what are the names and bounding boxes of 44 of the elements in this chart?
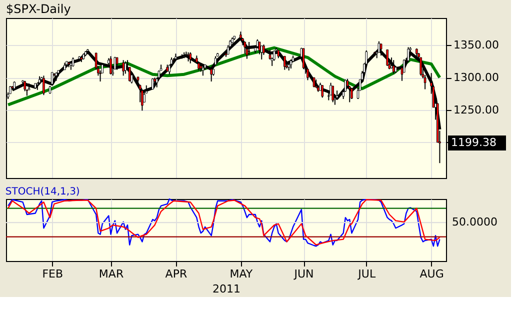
candlestick <box>380 43 382 56</box>
candlestick <box>42 75 45 96</box>
chart-title: $SPX-Daily <box>6 2 71 16</box>
x-tick-label: JUL <box>357 268 376 280</box>
candlestick <box>290 58 292 70</box>
candlestick <box>416 48 418 58</box>
candlestick <box>248 41 250 56</box>
candlestick <box>402 58 406 73</box>
candlestick <box>110 56 112 75</box>
candlestick <box>24 80 26 92</box>
candlestick <box>407 46 410 63</box>
text: 1199.38 <box>451 136 496 150</box>
candlestick <box>138 84 142 103</box>
x-tick-label: JUN <box>293 268 314 280</box>
y-tick-label: 1300.00 <box>454 71 499 84</box>
candlestick <box>116 57 118 70</box>
candlestick <box>420 57 422 76</box>
y-tick-label: 1250.00 <box>454 103 499 116</box>
candlestick <box>124 60 127 74</box>
candlestick <box>168 64 171 75</box>
x-axis-title: 2011 <box>212 282 240 296</box>
x-tick-label: AUG <box>420 268 444 280</box>
candlestick <box>262 44 265 56</box>
x-tick-label: MAY <box>230 268 253 280</box>
candlestick <box>386 49 388 66</box>
candlestick <box>392 60 395 74</box>
y-tick-label: 1350.00 <box>454 38 499 52</box>
candlestick <box>306 68 309 81</box>
candlestick <box>187 52 190 62</box>
candlestick <box>143 92 146 103</box>
candlestick <box>321 84 324 98</box>
candlestick <box>284 56 286 70</box>
candlestick <box>152 78 154 90</box>
candlestick <box>50 72 54 85</box>
candlestick <box>332 86 334 103</box>
x-tick-label: FEB <box>42 268 64 280</box>
x-tick-label: APR <box>165 268 188 280</box>
candlestick <box>350 87 353 100</box>
candlestick <box>122 60 124 76</box>
candlestick <box>390 57 393 70</box>
x-tick-label: MAR <box>98 268 124 280</box>
chart-title: STOCH(14,1,3) <box>5 186 80 198</box>
text: 50.0000 <box>452 216 498 229</box>
candlestick <box>189 52 192 64</box>
